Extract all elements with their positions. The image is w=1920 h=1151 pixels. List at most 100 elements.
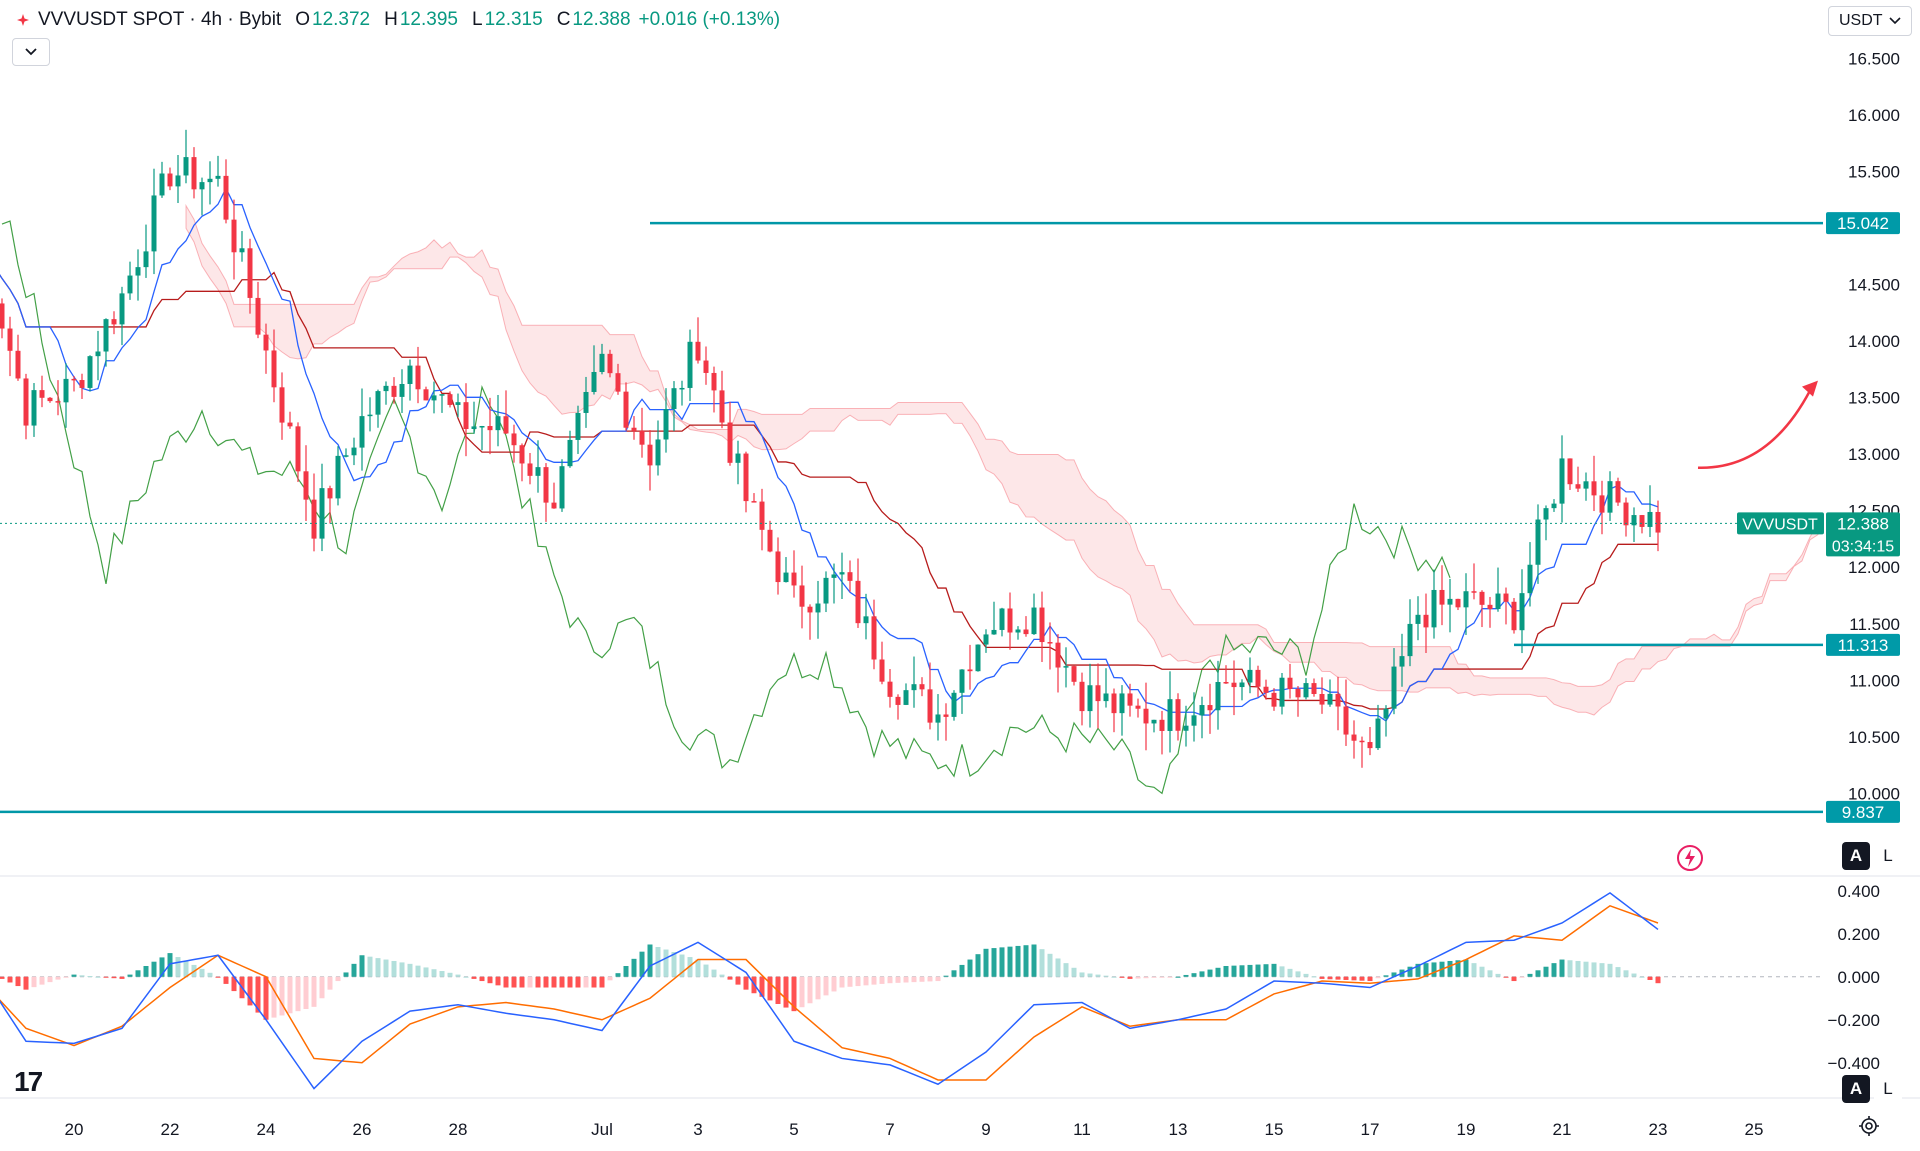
level-price-label: 9.837 — [1842, 803, 1885, 822]
macd-histogram-bar — [1423, 963, 1429, 977]
macd-auto-scale-button[interactable]: A — [1842, 1075, 1870, 1103]
macd-histogram-bar — [463, 976, 469, 978]
open-label: O — [295, 9, 310, 30]
macd-histogram-bar — [135, 970, 141, 977]
macd-histogram-bar — [615, 973, 621, 977]
candle-body — [1487, 604, 1493, 610]
currency-selector[interactable]: USDT — [1828, 6, 1912, 36]
candle-body — [351, 447, 357, 456]
candle-body — [495, 416, 501, 431]
macd-histogram-bar — [1455, 960, 1461, 977]
candle-body — [927, 689, 933, 723]
candle-body — [1135, 705, 1141, 709]
time-tick-label: 9 — [981, 1120, 990, 1139]
macd-histogram-bar — [567, 976, 573, 988]
auto-scale-button[interactable]: A — [1842, 842, 1870, 870]
open-value: 12.372 — [312, 9, 371, 30]
macd-histogram-bar — [839, 976, 845, 988]
candle-body — [903, 690, 909, 705]
price-tick-label: 11.500 — [1849, 615, 1900, 634]
macd-histogram-bar — [1479, 966, 1485, 977]
macd-histogram-bar — [79, 975, 85, 977]
macd-log-scale-button[interactable]: L — [1874, 1075, 1902, 1103]
candle-body — [831, 574, 837, 578]
price-tick-label: 10.000 — [1848, 784, 1900, 803]
candle-body — [1223, 681, 1229, 684]
macd-histogram-bar — [1487, 970, 1493, 977]
macd-histogram-bar — [1071, 967, 1077, 977]
bybit-logo-icon — [17, 14, 29, 26]
candle-body — [639, 430, 645, 445]
candle-body — [551, 502, 557, 509]
candle-body — [1655, 511, 1661, 533]
candle-body — [759, 501, 765, 530]
level-price-label: 11.313 — [1838, 636, 1889, 655]
macd-histogram-bar — [711, 969, 717, 977]
macd-histogram-bar — [1415, 963, 1421, 977]
macd-histogram-bar — [919, 976, 925, 982]
candle-body — [1047, 642, 1053, 644]
candle-body — [543, 467, 549, 503]
collapse-legend-button[interactable] — [12, 38, 50, 66]
high-label: H — [384, 9, 398, 30]
macd-histogram-bar — [471, 976, 477, 979]
flash-icon[interactable] — [1675, 843, 1705, 873]
candle-body — [847, 572, 853, 581]
symbol-title[interactable]: VVVUSDT SPOT · 4h · Bybit — [38, 9, 282, 30]
macd-histogram-bar — [87, 976, 93, 978]
macd-histogram-bar — [1359, 976, 1365, 981]
price-tick-label: 13.500 — [1848, 389, 1900, 408]
candle-body — [327, 488, 333, 499]
time-tick-label: 20 — [65, 1120, 84, 1139]
chikou-span-line — [1, 220, 1451, 795]
candle-body — [399, 383, 405, 397]
candle-body — [655, 439, 661, 466]
time-tick-label: 26 — [353, 1120, 372, 1139]
macd-histogram-bar — [903, 976, 909, 983]
macd-histogram-bar — [71, 974, 77, 977]
macd-histogram-bar — [375, 958, 381, 977]
candle-body — [447, 394, 453, 405]
macd-histogram-bar — [1503, 976, 1509, 978]
candle-body — [423, 389, 429, 401]
candle-body — [23, 378, 29, 426]
candle-body — [767, 529, 773, 552]
candle-body — [855, 580, 861, 624]
candle-body — [39, 390, 45, 398]
candle-body — [239, 248, 245, 253]
candle-body — [671, 388, 677, 410]
price-tick-label: 15.500 — [1848, 162, 1900, 181]
settings-icon[interactable] — [1858, 1115, 1880, 1137]
price-tick-label: 16.500 — [1848, 49, 1900, 68]
candle-body — [1391, 666, 1397, 709]
price-tick-label: 14.000 — [1848, 332, 1900, 351]
macd-histogram-bar — [1119, 976, 1125, 978]
macd-histogram-bar — [559, 976, 565, 988]
candle-body — [1143, 708, 1149, 724]
candle-body — [1159, 719, 1165, 731]
candle-body — [135, 267, 141, 276]
candle-body — [1407, 623, 1413, 657]
log-scale-button[interactable]: L — [1874, 842, 1902, 870]
macd-histogram-bar — [1615, 967, 1621, 977]
candle-body — [783, 572, 789, 583]
macd-histogram-bar — [1175, 976, 1181, 978]
candle-body — [1351, 734, 1357, 741]
macd-histogram-bar — [1567, 960, 1573, 977]
macd-histogram-bar — [1239, 965, 1245, 977]
candle-body — [103, 319, 109, 352]
last-price-tag — [1826, 512, 1900, 557]
candle-body — [1279, 677, 1285, 707]
candle-body — [1591, 481, 1597, 496]
candle-body — [807, 606, 813, 613]
candle-body — [79, 380, 85, 388]
macd-histogram-bar — [175, 957, 181, 977]
candle-body — [15, 350, 21, 379]
macd-histogram-bar — [95, 976, 101, 978]
tradingview-logo-icon[interactable]: 17 — [14, 1066, 43, 1097]
candle-body — [231, 219, 237, 253]
change-value: +0.016 (+0.13%) — [638, 9, 781, 30]
candle-body — [415, 365, 421, 390]
candle-body — [1271, 692, 1277, 707]
